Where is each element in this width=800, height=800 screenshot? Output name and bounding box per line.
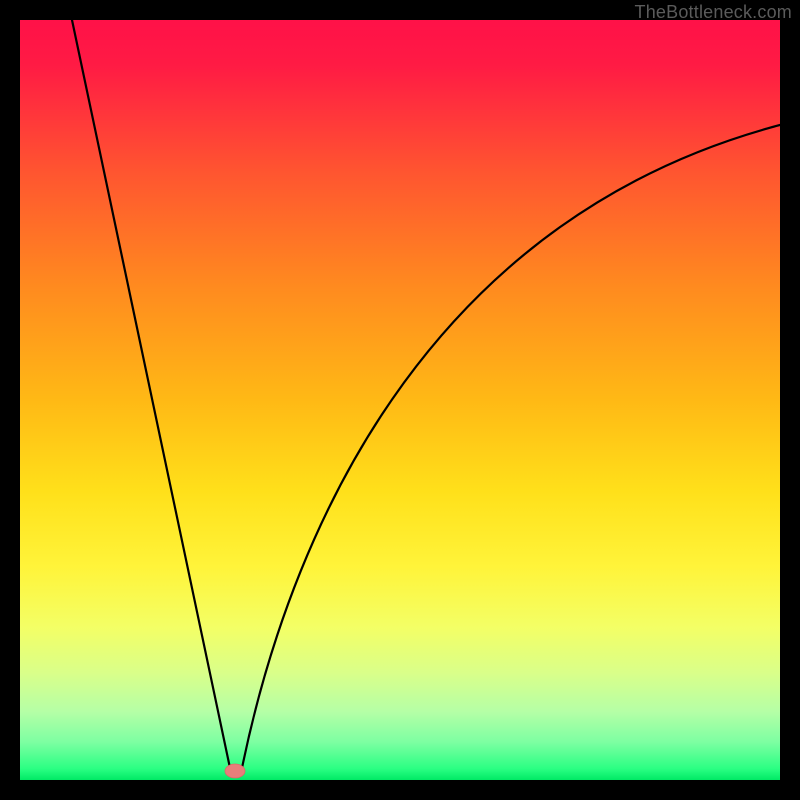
chart-frame: TheBottleneck.com [0,0,800,800]
plot-background [20,20,780,780]
minimum-marker [225,764,245,778]
bottleneck-plot [20,20,780,780]
